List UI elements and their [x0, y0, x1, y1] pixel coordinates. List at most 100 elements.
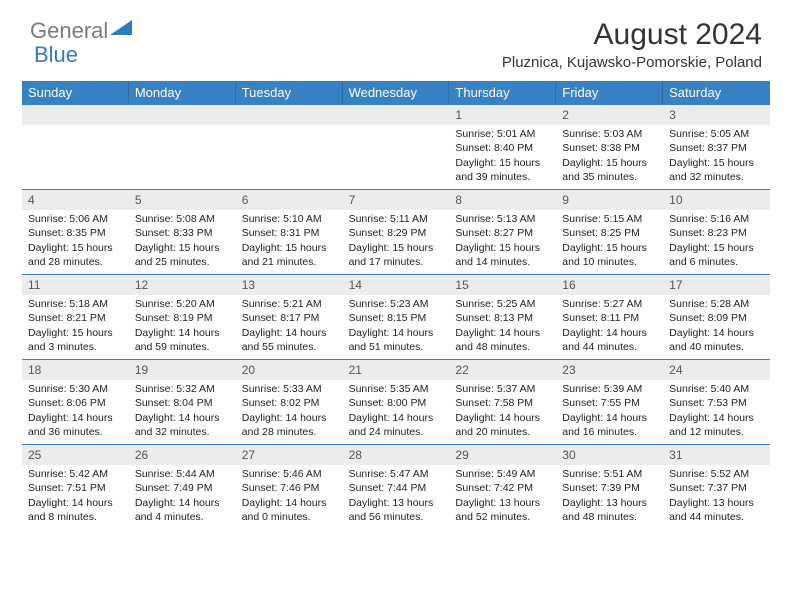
day-number: 24: [663, 360, 770, 380]
day-cell: 2Sunrise: 5:03 AMSunset: 8:38 PMDaylight…: [556, 105, 663, 189]
day-details: Sunrise: 5:37 AMSunset: 7:58 PMDaylight:…: [449, 380, 556, 443]
sunrise-text: Sunrise: 5:20 AM: [135, 297, 230, 311]
daylight-text: Daylight: 14 hours and 8 minutes.: [28, 496, 123, 524]
daylight-text: Daylight: 13 hours and 52 minutes.: [455, 496, 550, 524]
day-number: 8: [449, 190, 556, 210]
day-details: Sunrise: 5:06 AMSunset: 8:35 PMDaylight:…: [22, 210, 129, 273]
day-details: Sunrise: 5:33 AMSunset: 8:02 PMDaylight:…: [236, 380, 343, 443]
sunrise-text: Sunrise: 5:10 AM: [242, 212, 337, 226]
daylight-text: Daylight: 15 hours and 6 minutes.: [669, 241, 764, 269]
day-cell: 14Sunrise: 5:23 AMSunset: 8:15 PMDayligh…: [343, 275, 450, 359]
day-cell: 26Sunrise: 5:44 AMSunset: 7:49 PMDayligh…: [129, 445, 236, 529]
day-cell: [343, 105, 450, 189]
day-details: Sunrise: 5:03 AMSunset: 8:38 PMDaylight:…: [556, 125, 663, 188]
day-cell: [129, 105, 236, 189]
day-details: Sunrise: 5:11 AMSunset: 8:29 PMDaylight:…: [343, 210, 450, 273]
day-details: Sunrise: 5:20 AMSunset: 8:19 PMDaylight:…: [129, 295, 236, 358]
day-details: Sunrise: 5:16 AMSunset: 8:23 PMDaylight:…: [663, 210, 770, 273]
day-number: 2: [556, 105, 663, 125]
day-cell: 3Sunrise: 5:05 AMSunset: 8:37 PMDaylight…: [663, 105, 770, 189]
sunset-text: Sunset: 7:37 PM: [669, 481, 764, 495]
day-cell: 18Sunrise: 5:30 AMSunset: 8:06 PMDayligh…: [22, 360, 129, 444]
day-cell: 5Sunrise: 5:08 AMSunset: 8:33 PMDaylight…: [129, 190, 236, 274]
sunrise-text: Sunrise: 5:47 AM: [349, 467, 444, 481]
logo: General: [30, 18, 132, 44]
weekday-header: Thursday: [449, 81, 556, 104]
weekday-header: Wednesday: [343, 81, 450, 104]
daylight-text: Daylight: 14 hours and 48 minutes.: [455, 326, 550, 354]
day-cell: [22, 105, 129, 189]
day-details: Sunrise: 5:52 AMSunset: 7:37 PMDaylight:…: [663, 465, 770, 528]
day-number: 6: [236, 190, 343, 210]
sunset-text: Sunset: 8:35 PM: [28, 226, 123, 240]
day-cell: 19Sunrise: 5:32 AMSunset: 8:04 PMDayligh…: [129, 360, 236, 444]
day-details: Sunrise: 5:27 AMSunset: 8:11 PMDaylight:…: [556, 295, 663, 358]
sunrise-text: Sunrise: 5:37 AM: [455, 382, 550, 396]
sunrise-text: Sunrise: 5:05 AM: [669, 127, 764, 141]
day-number: 12: [129, 275, 236, 295]
sunset-text: Sunset: 8:37 PM: [669, 141, 764, 155]
day-cell: 25Sunrise: 5:42 AMSunset: 7:51 PMDayligh…: [22, 445, 129, 529]
sunrise-text: Sunrise: 5:42 AM: [28, 467, 123, 481]
day-number: 30: [556, 445, 663, 465]
day-details: Sunrise: 5:23 AMSunset: 8:15 PMDaylight:…: [343, 295, 450, 358]
weekday-header: Saturday: [663, 81, 770, 104]
sunrise-text: Sunrise: 5:15 AM: [562, 212, 657, 226]
day-number: 31: [663, 445, 770, 465]
sunrise-text: Sunrise: 5:49 AM: [455, 467, 550, 481]
week-row: 11Sunrise: 5:18 AMSunset: 8:21 PMDayligh…: [22, 274, 770, 359]
sunset-text: Sunset: 8:17 PM: [242, 311, 337, 325]
daylight-text: Daylight: 14 hours and 44 minutes.: [562, 326, 657, 354]
day-number: 15: [449, 275, 556, 295]
sunset-text: Sunset: 7:49 PM: [135, 481, 230, 495]
daylight-text: Daylight: 15 hours and 14 minutes.: [455, 241, 550, 269]
day-details: Sunrise: 5:10 AMSunset: 8:31 PMDaylight:…: [236, 210, 343, 273]
daylight-text: Daylight: 15 hours and 17 minutes.: [349, 241, 444, 269]
day-details: Sunrise: 5:46 AMSunset: 7:46 PMDaylight:…: [236, 465, 343, 528]
month-title: August 2024: [502, 18, 762, 52]
logo-triangle-icon: [108, 18, 132, 44]
sunset-text: Sunset: 8:33 PM: [135, 226, 230, 240]
day-details: Sunrise: 5:28 AMSunset: 8:09 PMDaylight:…: [663, 295, 770, 358]
daylight-text: Daylight: 14 hours and 16 minutes.: [562, 411, 657, 439]
day-details: Sunrise: 5:25 AMSunset: 8:13 PMDaylight:…: [449, 295, 556, 358]
day-cell: 10Sunrise: 5:16 AMSunset: 8:23 PMDayligh…: [663, 190, 770, 274]
week-row: 4Sunrise: 5:06 AMSunset: 8:35 PMDaylight…: [22, 189, 770, 274]
day-number: 29: [449, 445, 556, 465]
day-number: 26: [129, 445, 236, 465]
day-cell: 29Sunrise: 5:49 AMSunset: 7:42 PMDayligh…: [449, 445, 556, 529]
day-number: 7: [343, 190, 450, 210]
day-cell: 20Sunrise: 5:33 AMSunset: 8:02 PMDayligh…: [236, 360, 343, 444]
daylight-text: Daylight: 15 hours and 10 minutes.: [562, 241, 657, 269]
day-number: [236, 105, 343, 125]
day-details: Sunrise: 5:51 AMSunset: 7:39 PMDaylight:…: [556, 465, 663, 528]
sunrise-text: Sunrise: 5:16 AM: [669, 212, 764, 226]
day-cell: 6Sunrise: 5:10 AMSunset: 8:31 PMDaylight…: [236, 190, 343, 274]
sunrise-text: Sunrise: 5:11 AM: [349, 212, 444, 226]
day-details: Sunrise: 5:01 AMSunset: 8:40 PMDaylight:…: [449, 125, 556, 188]
day-cell: 21Sunrise: 5:35 AMSunset: 8:00 PMDayligh…: [343, 360, 450, 444]
day-details: Sunrise: 5:15 AMSunset: 8:25 PMDaylight:…: [556, 210, 663, 273]
sunrise-text: Sunrise: 5:51 AM: [562, 467, 657, 481]
day-details: Sunrise: 5:08 AMSunset: 8:33 PMDaylight:…: [129, 210, 236, 273]
daylight-text: Daylight: 15 hours and 25 minutes.: [135, 241, 230, 269]
sunrise-text: Sunrise: 5:44 AM: [135, 467, 230, 481]
sunrise-text: Sunrise: 5:28 AM: [669, 297, 764, 311]
title-block: August 2024 Pluznica, Kujawsko-Pomorskie…: [502, 18, 762, 71]
week-row: 25Sunrise: 5:42 AMSunset: 7:51 PMDayligh…: [22, 444, 770, 529]
location-text: Pluznica, Kujawsko-Pomorskie, Poland: [502, 54, 762, 71]
day-details: Sunrise: 5:13 AMSunset: 8:27 PMDaylight:…: [449, 210, 556, 273]
day-number: 22: [449, 360, 556, 380]
day-details: Sunrise: 5:18 AMSunset: 8:21 PMDaylight:…: [22, 295, 129, 358]
day-cell: 12Sunrise: 5:20 AMSunset: 8:19 PMDayligh…: [129, 275, 236, 359]
daylight-text: Daylight: 13 hours and 44 minutes.: [669, 496, 764, 524]
day-number: 14: [343, 275, 450, 295]
sunset-text: Sunset: 8:23 PM: [669, 226, 764, 240]
day-cell: 7Sunrise: 5:11 AMSunset: 8:29 PMDaylight…: [343, 190, 450, 274]
day-number: 10: [663, 190, 770, 210]
day-details: Sunrise: 5:42 AMSunset: 7:51 PMDaylight:…: [22, 465, 129, 528]
sunset-text: Sunset: 7:44 PM: [349, 481, 444, 495]
day-details: Sunrise: 5:05 AMSunset: 8:37 PMDaylight:…: [663, 125, 770, 188]
day-details: Sunrise: 5:32 AMSunset: 8:04 PMDaylight:…: [129, 380, 236, 443]
sunset-text: Sunset: 7:55 PM: [562, 396, 657, 410]
